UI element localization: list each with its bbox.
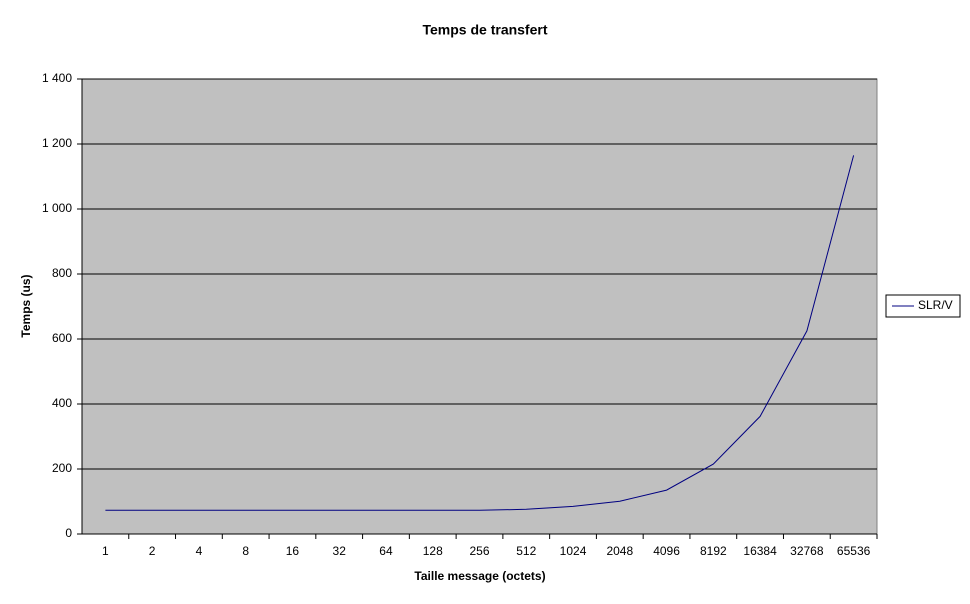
x-tick-label: 32 xyxy=(333,544,347,558)
y-tick-label: 800 xyxy=(52,266,72,280)
x-axis-label: Taille message (octets) xyxy=(414,569,545,583)
x-tick-label: 16 xyxy=(286,544,300,558)
x-tick-label: 256 xyxy=(469,544,489,558)
x-tick-label: 8192 xyxy=(700,544,727,558)
y-tick-label: 1 000 xyxy=(42,201,72,215)
x-tick-label: 128 xyxy=(423,544,443,558)
x-tick-label: 65536 xyxy=(837,544,871,558)
x-tick-label: 2 xyxy=(149,544,156,558)
legend-label: SLR/V xyxy=(918,298,953,312)
legend xyxy=(885,294,961,318)
chart-title: Temps de transfert xyxy=(423,22,548,38)
plot-area xyxy=(81,78,878,535)
x-tick-label: 2048 xyxy=(606,544,633,558)
y-tick-label: 1 400 xyxy=(42,71,72,85)
y-axis-label: Temps (us) xyxy=(19,274,33,337)
x-tick-label: 64 xyxy=(379,544,393,558)
x-tick-label: 512 xyxy=(516,544,536,558)
y-tick-label: 600 xyxy=(52,331,72,345)
x-tick-label: 4096 xyxy=(653,544,680,558)
x-tick-label: 16384 xyxy=(743,544,777,558)
y-tick-label: 200 xyxy=(52,461,72,475)
series-line xyxy=(105,155,855,511)
y-tick-label: 400 xyxy=(52,396,72,410)
x-tick-label: 4 xyxy=(196,544,203,558)
x-tick-label: 32768 xyxy=(790,544,824,558)
x-tick-label: 1024 xyxy=(560,544,587,558)
y-tick-label: 1 200 xyxy=(42,136,72,150)
x-tick-label: 1 xyxy=(102,544,109,558)
x-tick-label: 8 xyxy=(242,544,249,558)
y-tick-label: 0 xyxy=(65,526,72,540)
